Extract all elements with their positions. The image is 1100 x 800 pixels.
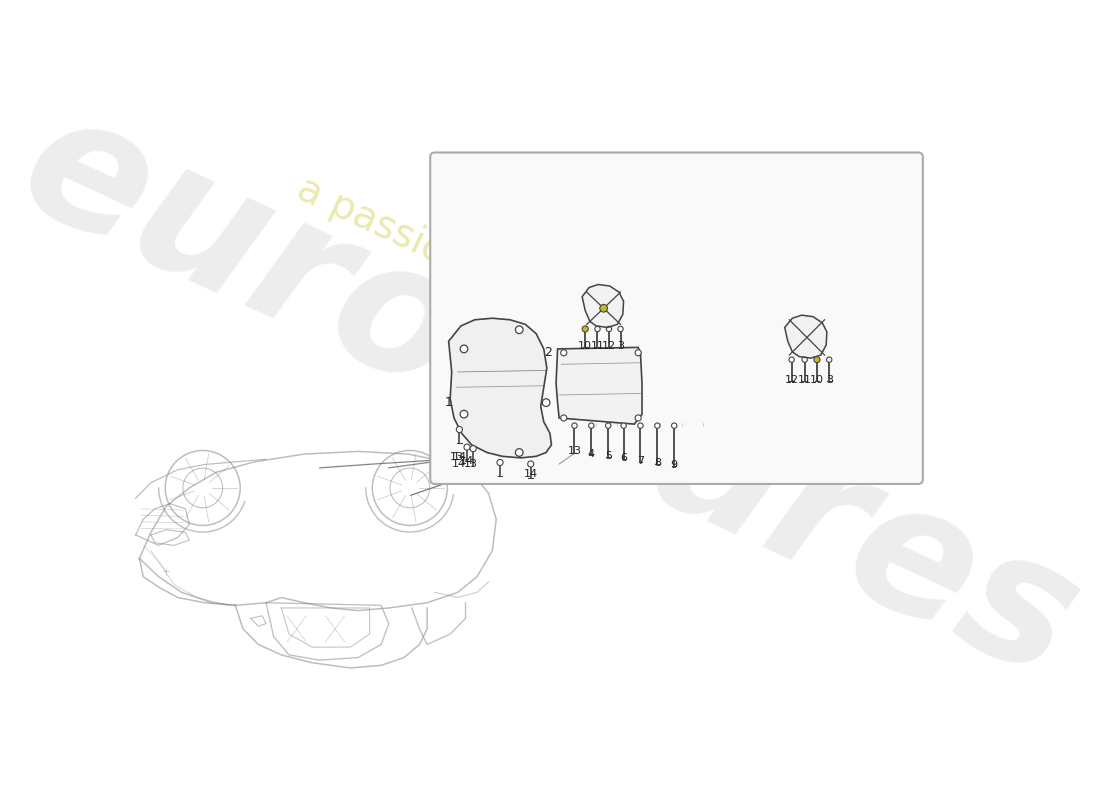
FancyBboxPatch shape bbox=[430, 153, 923, 484]
Circle shape bbox=[605, 423, 610, 428]
Text: 4: 4 bbox=[587, 449, 595, 458]
Text: 14: 14 bbox=[453, 453, 468, 462]
Text: 12: 12 bbox=[602, 342, 616, 351]
Text: 1: 1 bbox=[444, 396, 452, 409]
Circle shape bbox=[588, 423, 594, 428]
Circle shape bbox=[600, 305, 607, 312]
Text: 13: 13 bbox=[464, 458, 477, 469]
Circle shape bbox=[464, 444, 470, 450]
Circle shape bbox=[635, 415, 641, 421]
Text: 5: 5 bbox=[605, 451, 612, 461]
Polygon shape bbox=[449, 318, 551, 458]
Circle shape bbox=[638, 423, 644, 428]
Text: 3: 3 bbox=[826, 375, 833, 385]
Text: 2: 2 bbox=[544, 346, 552, 359]
Circle shape bbox=[542, 398, 550, 406]
Text: 13: 13 bbox=[568, 446, 582, 456]
Text: 9: 9 bbox=[671, 460, 678, 470]
Circle shape bbox=[497, 459, 503, 466]
Text: 14: 14 bbox=[452, 458, 466, 469]
Circle shape bbox=[620, 423, 626, 428]
Circle shape bbox=[516, 449, 524, 456]
Text: 10: 10 bbox=[579, 342, 592, 351]
Circle shape bbox=[456, 426, 462, 433]
Text: 11: 11 bbox=[591, 342, 605, 351]
Text: 11: 11 bbox=[798, 375, 812, 385]
Circle shape bbox=[460, 410, 467, 418]
Circle shape bbox=[572, 423, 578, 428]
Text: 13: 13 bbox=[450, 453, 464, 462]
Circle shape bbox=[582, 326, 588, 332]
Circle shape bbox=[528, 461, 534, 467]
Circle shape bbox=[460, 345, 467, 353]
Polygon shape bbox=[557, 347, 642, 424]
Circle shape bbox=[561, 350, 566, 356]
Circle shape bbox=[561, 415, 566, 421]
Text: 12: 12 bbox=[784, 375, 799, 385]
Text: 6: 6 bbox=[620, 454, 627, 463]
Circle shape bbox=[635, 350, 641, 356]
Text: 3: 3 bbox=[617, 342, 624, 351]
Polygon shape bbox=[582, 285, 624, 327]
Text: eurospares: eurospares bbox=[0, 74, 1100, 716]
Text: 14: 14 bbox=[460, 455, 474, 466]
Circle shape bbox=[814, 357, 820, 362]
Circle shape bbox=[470, 446, 476, 452]
Text: 14: 14 bbox=[524, 470, 538, 479]
Circle shape bbox=[516, 326, 524, 334]
Text: a passion for parts since 1985: a passion for parts since 1985 bbox=[292, 170, 839, 452]
Polygon shape bbox=[784, 315, 827, 358]
Circle shape bbox=[654, 423, 660, 428]
Text: 10: 10 bbox=[810, 375, 824, 385]
Text: 7: 7 bbox=[637, 455, 644, 466]
Circle shape bbox=[671, 423, 676, 428]
Text: 8: 8 bbox=[653, 458, 661, 468]
